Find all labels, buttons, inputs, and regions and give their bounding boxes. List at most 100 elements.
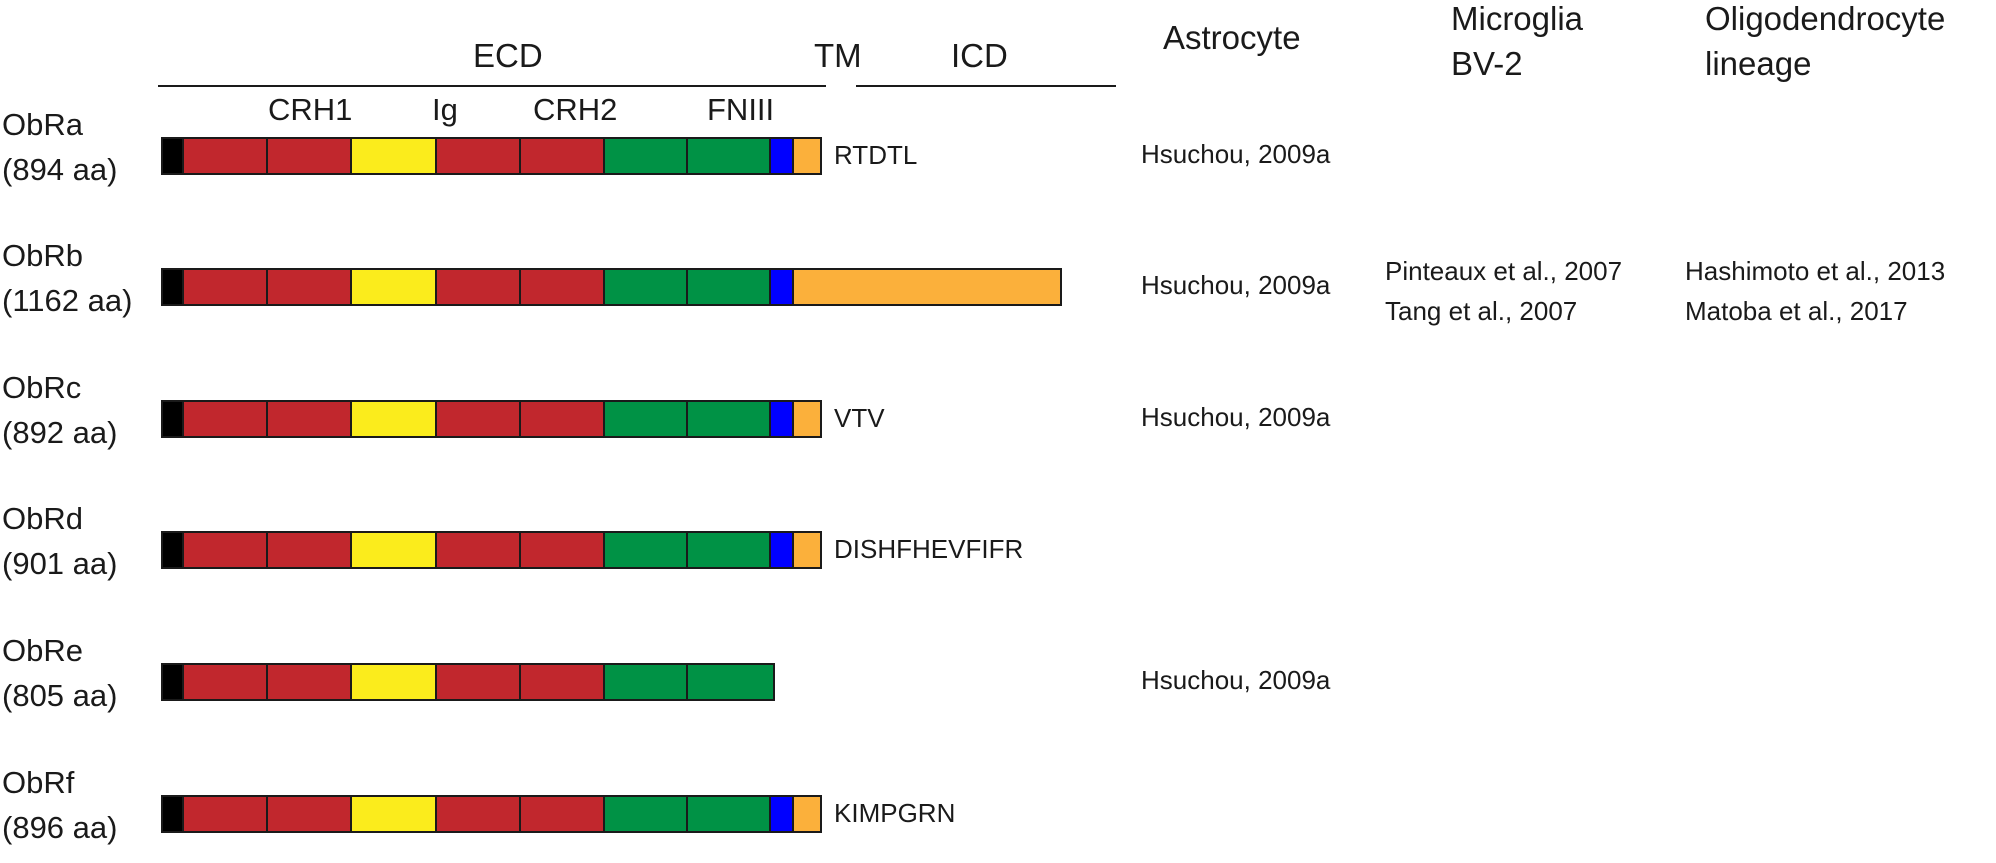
astrocyte-reference: Hsuchou, 2009a	[1141, 402, 1331, 432]
ig-domain	[350, 663, 437, 701]
isoform-bar	[161, 400, 822, 438]
isoform-length: (894 aa)	[2, 152, 118, 187]
crh-domain	[266, 400, 352, 438]
crh-domain	[519, 663, 605, 701]
crh-domain	[435, 795, 521, 833]
crh-domain	[266, 663, 352, 701]
astrocyte-header: Astrocyte	[1163, 19, 1301, 56]
ecd-header: ECD	[473, 37, 543, 74]
isoform-bar	[161, 268, 1062, 306]
crh-domain	[519, 268, 605, 306]
icd-domain	[792, 268, 1062, 306]
astrocyte-reference: Hsuchou, 2009a	[1141, 139, 1331, 169]
isoform-name: ObRb	[2, 238, 83, 273]
astrocyte-reference: Hsuchou, 2009a	[1141, 270, 1331, 300]
oligodendrocyte-reference: Matoba et al., 2017	[1685, 296, 1908, 326]
signal-domain	[161, 268, 184, 306]
isoform-bar	[161, 795, 822, 833]
tm-header: TM	[814, 37, 862, 74]
crh-domain	[182, 268, 268, 306]
icd-domain	[792, 400, 822, 438]
oligodendrocyte-header-line2: lineage	[1705, 45, 1812, 82]
oligodendrocyte-reference: Hashimoto et al., 2013	[1685, 256, 1946, 286]
isoform-name: ObRe	[2, 633, 83, 668]
crh-domain	[435, 531, 521, 569]
signal-domain	[161, 531, 184, 569]
tm-domain	[769, 400, 794, 438]
fniii-domain	[603, 400, 688, 438]
isoform-length: (896 aa)	[2, 810, 118, 845]
isoform-bar	[161, 137, 822, 175]
ig-domain	[350, 137, 437, 175]
fniii-domain	[603, 268, 688, 306]
microglia-reference: Pinteaux et al., 2007	[1385, 256, 1623, 286]
crh-domain	[519, 137, 605, 175]
crh-domain	[182, 531, 268, 569]
fniii-domain	[603, 663, 688, 701]
crh-domain	[182, 663, 268, 701]
icd-domain	[792, 531, 822, 569]
fniii-domain	[603, 531, 688, 569]
fniii-domain	[686, 663, 775, 701]
isoform-name: ObRa	[2, 107, 83, 142]
crh-domain	[435, 400, 521, 438]
isoform-bar	[161, 663, 775, 701]
fniii-domain	[603, 137, 688, 175]
icd-domain	[792, 137, 822, 175]
isoform-length: (1162 aa)	[2, 283, 133, 318]
crh-domain	[519, 531, 605, 569]
fniii-domain	[686, 400, 771, 438]
ig-domain	[350, 268, 437, 306]
crh-domain	[182, 795, 268, 833]
crh-domain	[519, 400, 605, 438]
crh-domain	[182, 137, 268, 175]
fniii-label: FNIII	[707, 92, 775, 127]
signal-domain	[161, 137, 184, 175]
icd-header: ICD	[951, 37, 1008, 74]
isoform-length: (805 aa)	[2, 678, 118, 713]
crh-domain	[266, 531, 352, 569]
isoform-name: ObRc	[2, 370, 82, 405]
microglia-reference: Tang et al., 2007	[1385, 296, 1578, 326]
astrocyte-reference: Hsuchou, 2009a	[1141, 665, 1331, 695]
icd-bracket-line	[856, 85, 1116, 87]
icd-domain	[792, 795, 822, 833]
crh-domain	[266, 795, 352, 833]
fniii-domain	[603, 795, 688, 833]
fniii-domain	[686, 531, 771, 569]
isoform-length: (892 aa)	[2, 415, 118, 450]
crh2-label: CRH2	[533, 92, 618, 127]
ig-domain	[350, 795, 437, 833]
c-terminal-sequence: DISHFHEVFIFR	[834, 534, 1024, 564]
crh1-label: CRH1	[268, 92, 353, 127]
oligodendrocyte-header-line1: Oligodendrocyte	[1705, 0, 1946, 37]
isoform-length: (901 aa)	[2, 546, 118, 581]
isoform-name: ObRd	[2, 501, 83, 536]
crh-domain	[435, 268, 521, 306]
microglia-header-line2: BV-2	[1451, 45, 1523, 82]
signal-domain	[161, 663, 184, 701]
crh-domain	[182, 400, 268, 438]
tm-domain	[769, 137, 794, 175]
fniii-domain	[686, 795, 771, 833]
crh-domain	[435, 137, 521, 175]
c-terminal-sequence: VTV	[834, 403, 885, 433]
fniii-domain	[686, 268, 771, 306]
ig-domain	[350, 531, 437, 569]
ecd-bracket-line	[158, 85, 826, 87]
crh-domain	[435, 663, 521, 701]
isoform-bar	[161, 531, 822, 569]
ig-domain	[350, 400, 437, 438]
fniii-domain	[686, 137, 771, 175]
crh-domain	[266, 137, 352, 175]
tm-domain	[769, 795, 794, 833]
isoform-name: ObRf	[2, 765, 75, 800]
c-terminal-sequence: KIMPGRN	[834, 798, 956, 828]
crh-domain	[519, 795, 605, 833]
tm-domain	[769, 268, 794, 306]
microglia-header-line1: Microglia	[1451, 0, 1584, 37]
c-terminal-sequence: RTDTL	[834, 140, 918, 170]
ig-label: Ig	[432, 92, 458, 127]
signal-domain	[161, 795, 184, 833]
